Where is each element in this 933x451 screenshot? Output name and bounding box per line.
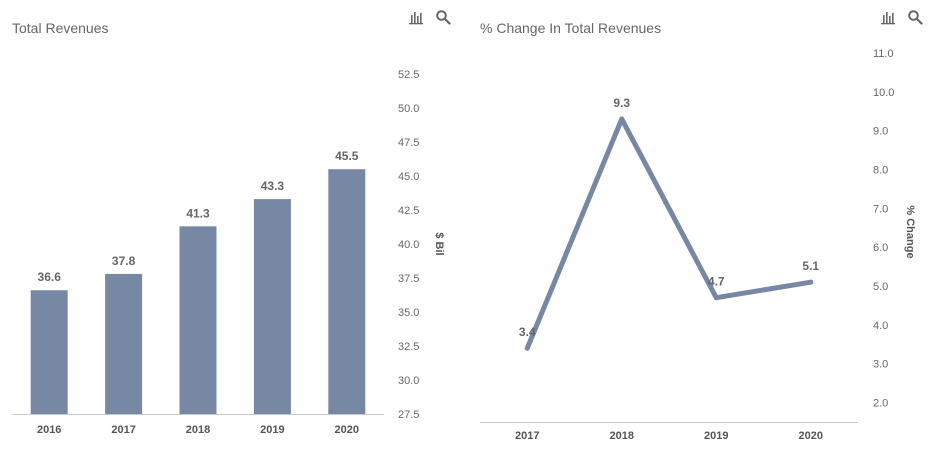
bar: [253, 199, 291, 414]
data-label: 36.6: [38, 270, 62, 284]
chart-title: Total Revenues: [12, 20, 109, 36]
y-tick-label: 10.0: [873, 87, 894, 99]
bar: [328, 169, 366, 414]
y-tick-label: 50.0: [398, 103, 419, 115]
data-label: 41.3: [186, 206, 210, 220]
y-tick-label: 52.5: [398, 69, 419, 81]
data-label: 43.3: [261, 179, 285, 193]
y-tick-label: 7.0: [873, 203, 888, 215]
y-tick-label: 5.0: [873, 281, 888, 293]
search-icon[interactable]: [907, 9, 923, 25]
data-label: 45.5: [335, 149, 359, 163]
bar-chart-icon[interactable]: [880, 9, 896, 25]
x-tick-label: 2019: [704, 430, 728, 442]
bar: [30, 290, 68, 414]
y-tick-label: 35.0: [398, 307, 419, 319]
bar-chart-icon[interactable]: [408, 9, 424, 25]
y-tick-label: 47.5: [398, 137, 419, 149]
y-tick-label: 4.0: [873, 320, 888, 332]
y-tick-label: 9.0: [873, 126, 888, 138]
data-point: [619, 116, 625, 122]
y-tick-label: 27.5: [398, 409, 419, 421]
data-point: [713, 295, 719, 301]
x-tick-label: 2018: [610, 430, 634, 442]
x-tick-label: 2019: [260, 424, 284, 436]
data-label: 5.1: [802, 259, 819, 273]
y-tick-label: 42.5: [398, 205, 419, 217]
search-icon[interactable]: [435, 9, 451, 25]
y-tick-label: 3.0: [873, 359, 888, 371]
x-tick-label: 2020: [335, 424, 359, 436]
data-point: [808, 279, 814, 285]
percent-change-line-chart: 3.4 2017 9.3 2018 4.7 2019 5.1 2020 2.0 3.0 4.0 5.0…: [480, 48, 916, 442]
y-tick-label: 32.5: [398, 341, 419, 353]
data-label: 3.4: [519, 325, 536, 339]
y-tick-label: 2.0: [873, 398, 888, 410]
y-tick-label: 30.0: [398, 375, 419, 387]
x-tick-label: 2017: [515, 430, 539, 442]
data-label: 37.8: [112, 254, 136, 268]
x-tick-label: 2020: [799, 430, 823, 442]
series-line: [524, 116, 814, 351]
data-point: [524, 345, 530, 351]
revenue-bar-chart: 36.6 2016 37.8 2017 41.3 2018 43.3 2019 45.5 2020…: [12, 69, 445, 436]
y-tick-label: 8.0: [873, 165, 888, 177]
x-tick-label: 2017: [111, 424, 135, 436]
chart-title: % Change In Total Revenues: [480, 20, 662, 36]
y-tick-label: 45.0: [398, 171, 419, 183]
x-tick-label: 2016: [37, 424, 61, 436]
bar: [105, 273, 143, 414]
y-tick-label: 11.0: [873, 48, 894, 60]
bar: [179, 226, 217, 414]
change-chart-panel: % Change In Total Revenues 3.4 2017 9.3 201…: [466, 0, 933, 451]
y-tick-label: 40.0: [398, 239, 419, 251]
y-tick-label: 6.0: [873, 242, 888, 254]
x-tick-label: 2018: [186, 424, 210, 436]
y-axis-title: $ Bil: [433, 232, 445, 255]
data-label: 9.3: [613, 96, 630, 110]
data-label: 4.7: [708, 275, 725, 289]
revenue-chart-panel: Total Revenues 36.6 2016 37.8 2017 41.3 2018 4…: [0, 0, 466, 451]
y-tick-label: 37.5: [398, 273, 419, 285]
y-axis-title: % Change: [904, 205, 916, 258]
